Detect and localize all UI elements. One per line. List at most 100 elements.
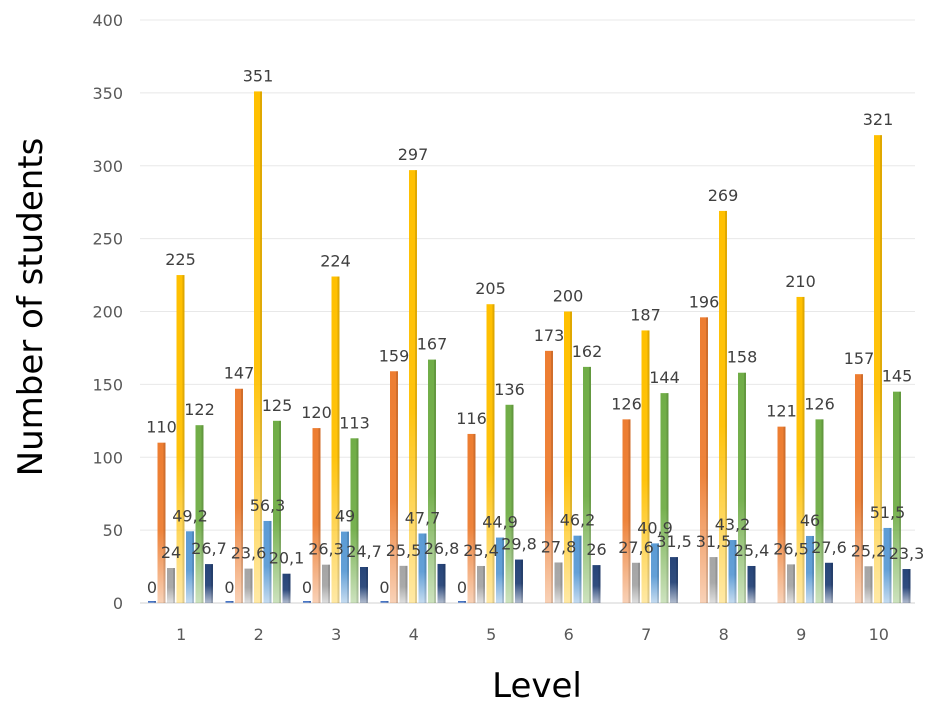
y-tick-label: 350 bbox=[92, 84, 123, 103]
data-label: 56,3 bbox=[250, 496, 286, 515]
bar-shade bbox=[802, 296, 805, 603]
data-label: 31,5 bbox=[696, 532, 732, 551]
bar bbox=[545, 350, 553, 603]
bar bbox=[157, 442, 166, 603]
bar bbox=[399, 565, 408, 603]
bar-shade bbox=[337, 276, 340, 603]
data-label: 44,9 bbox=[482, 513, 518, 532]
data-label: 126 bbox=[611, 394, 642, 413]
data-label: 225 bbox=[165, 250, 196, 269]
bar-shade bbox=[279, 420, 281, 603]
data-labels: 0 110 24 225 49,2 122 26,7 0 147 23,6 351 56,3 125 20… bbox=[146, 66, 924, 597]
data-label: 26,7 bbox=[191, 539, 227, 558]
y-tick-label: 0 bbox=[113, 594, 123, 613]
data-label: 157 bbox=[844, 349, 875, 368]
data-label: 125 bbox=[262, 396, 293, 415]
data-label: 297 bbox=[398, 145, 429, 164]
x-tick-label: 6 bbox=[564, 625, 574, 644]
x-tick-label: 1 bbox=[176, 625, 186, 644]
bar bbox=[893, 391, 901, 603]
data-label: 159 bbox=[379, 346, 410, 365]
x-tick-label: 3 bbox=[331, 625, 341, 644]
bar bbox=[641, 330, 650, 603]
bar-shade bbox=[443, 563, 446, 603]
bar bbox=[592, 565, 601, 603]
bar-shade bbox=[666, 393, 669, 603]
bar-shade bbox=[560, 562, 563, 603]
bar-shade bbox=[783, 426, 786, 603]
y-tick-label: 150 bbox=[92, 375, 123, 394]
bar-shade bbox=[396, 371, 398, 603]
bar-shade bbox=[812, 535, 814, 603]
bar bbox=[176, 275, 185, 603]
bar-shade bbox=[521, 559, 523, 603]
bar-shade bbox=[347, 531, 349, 603]
y-tick-label: 100 bbox=[92, 448, 123, 467]
bars bbox=[148, 91, 911, 603]
bar bbox=[263, 520, 272, 603]
bar bbox=[747, 565, 756, 603]
bar bbox=[167, 568, 175, 603]
bar-shade bbox=[464, 601, 466, 603]
bar-shade bbox=[424, 533, 427, 603]
data-label: 0 bbox=[379, 578, 389, 597]
bar-shade bbox=[511, 404, 514, 603]
bar-shade bbox=[502, 537, 504, 603]
y-tick-label: 300 bbox=[92, 157, 123, 176]
bar-shade bbox=[579, 535, 582, 603]
bar bbox=[254, 91, 262, 603]
bar bbox=[738, 372, 746, 603]
bar bbox=[796, 296, 805, 603]
bar bbox=[428, 359, 436, 603]
bar bbox=[583, 366, 591, 603]
x-axis-ticks: 1 2 3 4 5 6 7 8 9 10 bbox=[176, 625, 889, 644]
bar-shade bbox=[434, 359, 436, 603]
data-label: 321 bbox=[863, 110, 894, 129]
data-label: 29,8 bbox=[501, 535, 537, 554]
bar bbox=[815, 419, 824, 603]
bar bbox=[777, 426, 786, 603]
bar-shade bbox=[318, 428, 321, 603]
bar bbox=[632, 562, 640, 603]
bar bbox=[244, 568, 253, 603]
data-label: 46,2 bbox=[560, 511, 596, 530]
data-label: 25,4 bbox=[734, 541, 770, 560]
bar bbox=[195, 425, 204, 603]
bar-shade bbox=[831, 562, 833, 603]
bar bbox=[874, 135, 882, 603]
bar-shade bbox=[793, 564, 795, 603]
data-label: 136 bbox=[494, 380, 525, 399]
data-label: 210 bbox=[785, 272, 816, 291]
bar bbox=[350, 438, 359, 603]
bar bbox=[670, 557, 678, 603]
data-label: 162 bbox=[572, 342, 603, 361]
bar bbox=[458, 601, 466, 603]
bar bbox=[515, 559, 523, 603]
bar-shade bbox=[598, 565, 601, 603]
bar bbox=[148, 601, 156, 603]
bar-shade bbox=[241, 388, 243, 603]
data-label: 24,7 bbox=[346, 542, 382, 561]
data-label: 25,5 bbox=[386, 541, 422, 560]
data-label: 49 bbox=[335, 507, 355, 526]
y-tick-label: 250 bbox=[92, 230, 123, 249]
data-label: 25,4 bbox=[463, 541, 499, 560]
data-label: 205 bbox=[475, 279, 506, 298]
data-label: 269 bbox=[708, 186, 739, 205]
y-tick-label: 400 bbox=[92, 11, 123, 30]
bar bbox=[486, 304, 495, 603]
bar-shade bbox=[715, 557, 718, 603]
data-label: 0 bbox=[457, 578, 467, 597]
x-tick-label: 10 bbox=[869, 625, 889, 644]
bar-shade bbox=[386, 601, 389, 603]
bar bbox=[651, 543, 659, 603]
data-label: 27,6 bbox=[811, 538, 847, 557]
bar-shade bbox=[570, 311, 572, 603]
bar bbox=[700, 317, 708, 603]
data-label: 0 bbox=[302, 578, 312, 597]
bar-shade bbox=[889, 527, 892, 603]
y-tick-label: 200 bbox=[92, 303, 123, 322]
bar bbox=[505, 404, 514, 603]
bar bbox=[855, 374, 863, 603]
